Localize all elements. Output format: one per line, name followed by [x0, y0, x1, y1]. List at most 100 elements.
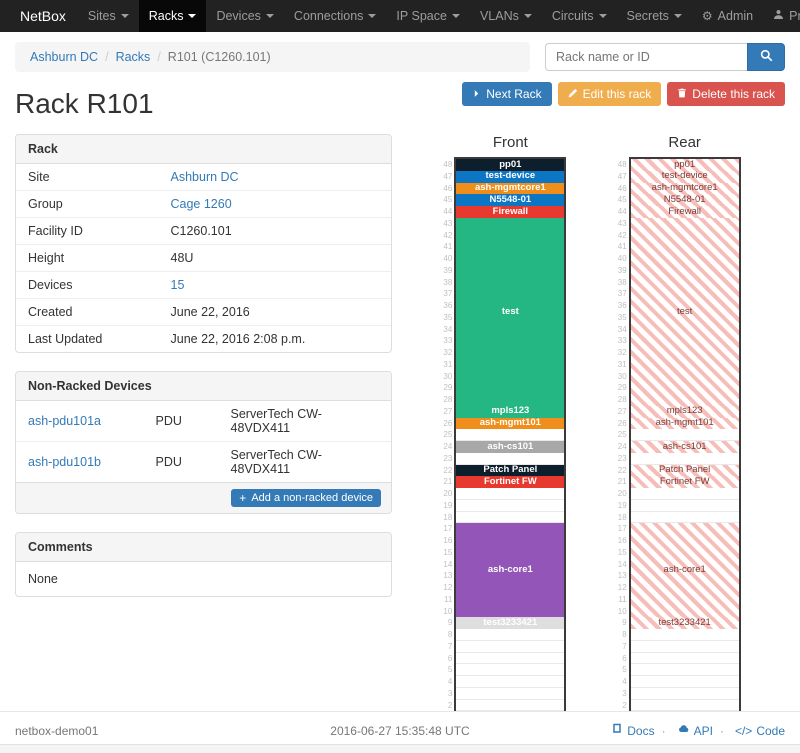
height-value: 48U: [158, 244, 391, 272]
nav-item-connections[interactable]: Connections: [284, 0, 387, 32]
unit-number: 42: [617, 230, 627, 240]
trash-icon: [677, 87, 687, 101]
site-link[interactable]: Ashburn DC: [170, 170, 239, 184]
unit-number: 30: [443, 371, 453, 381]
edit-rack-button[interactable]: Edit this rack: [557, 82, 662, 106]
device-mpls123[interactable]: mpls123: [630, 405, 739, 418]
device-n5548-01[interactable]: N5548-01: [456, 194, 565, 206]
next-rack-button[interactable]: Next Rack: [462, 82, 552, 106]
nav-item-vlans[interactable]: VLANs: [470, 0, 542, 32]
unit-number: 7: [447, 641, 453, 651]
unit-number: 9: [447, 618, 453, 628]
device-test3233421[interactable]: test3233421: [630, 617, 739, 629]
device-ash-mgmt101[interactable]: ash-mgmt101: [456, 417, 565, 430]
horizontal-scrollbar[interactable]: [0, 744, 800, 753]
unit-number: 21: [443, 477, 453, 487]
footer-link-docs[interactable]: Docs: [611, 723, 655, 738]
unit-number: 14: [617, 559, 627, 569]
unit-number: 12: [443, 583, 453, 592]
unit-number: 40: [443, 254, 453, 263]
unit-number: 41: [443, 242, 453, 252]
footer-link-label: API: [693, 723, 713, 738]
chevron-down-icon: [598, 14, 607, 18]
device-link[interactable]: ash-pdu101a: [28, 414, 101, 428]
unit-number: 37: [617, 289, 627, 299]
device-pp01[interactable]: pp01: [630, 159, 739, 171]
unit-number: 33: [617, 336, 627, 346]
unit-number: 17: [617, 524, 627, 534]
device-patch-panel[interactable]: Patch Panel: [456, 464, 565, 477]
device-test[interactable]: test: [630, 217, 739, 406]
rack-unit-19: 19: [443, 500, 565, 512]
nav-item-label: Secrets: [626, 9, 669, 23]
unit-number: 6: [447, 653, 453, 663]
device-ash-cs101[interactable]: ash-cs101: [630, 441, 739, 453]
device-link[interactable]: ash-pdu101b: [28, 455, 101, 469]
device-test3233421[interactable]: test3233421: [456, 617, 565, 629]
unit-number: 39: [443, 265, 453, 275]
page-header: Rack R101 Next Rack Edit this rack Delet…: [15, 82, 785, 120]
plus-icon: +: [239, 491, 247, 505]
device-fortinet-fw[interactable]: Fortinet FW: [630, 476, 739, 488]
nav-item-circuits[interactable]: Circuits: [542, 0, 617, 32]
device-fortinet-fw[interactable]: Fortinet FW: [456, 476, 565, 488]
non-racked-devices-table: ash-pdu101a PDU ServerTech CW-48VDX411 a…: [16, 401, 391, 482]
rack-unit-23: 23: [618, 453, 739, 465]
nav-item-label: Profile: [789, 9, 800, 23]
brand[interactable]: NetBox: [20, 8, 66, 24]
device-mpls123[interactable]: mpls123: [456, 405, 565, 418]
device-ash-core1[interactable]: ash-core1: [456, 523, 565, 618]
search-button[interactable]: [747, 43, 785, 71]
facility-id-value: C1260.101: [158, 217, 391, 245]
rack-unit-5: 5: [622, 664, 739, 676]
unit-number: 29: [617, 383, 627, 393]
nav-item-admin[interactable]: ⚙ Admin: [692, 0, 763, 32]
unit-number: 27: [443, 406, 453, 416]
unit-number: 22: [443, 465, 453, 475]
devices-count-link[interactable]: 15: [170, 278, 185, 292]
breadcrumb-site[interactable]: Ashburn DC: [30, 50, 99, 64]
device-test-device[interactable]: test-device: [456, 170, 565, 183]
nav-item-racks[interactable]: Racks: [138, 0, 207, 32]
chevron-down-icon: [673, 14, 682, 18]
hostname: netbox-demo01: [15, 723, 99, 738]
device-firewall[interactable]: Firewall: [456, 206, 565, 218]
group-link[interactable]: Cage 1260: [170, 197, 232, 211]
device-n5548-01[interactable]: N5548-01: [630, 194, 739, 206]
rack-unit-23: 23: [443, 453, 565, 465]
front-elevation-column: Front 48 47 46 45 44 43 42 41 40 39 38 37 36 35 34 33 32…: [436, 134, 567, 723]
rear-elevation-title: Rear: [668, 134, 701, 151]
nav-item-ip-space[interactable]: IP Space: [386, 0, 470, 32]
device-test[interactable]: test: [456, 217, 565, 406]
add-non-racked-device-button[interactable]: + Add a non-racked device: [231, 489, 381, 507]
unit-number: 33: [443, 336, 453, 346]
nav-item-devices[interactable]: Devices: [206, 0, 283, 32]
device-firewall[interactable]: Firewall: [630, 206, 739, 218]
nav-item-label: Connections: [293, 9, 364, 23]
breadcrumb-row: Ashburn DCRacksR101 (C1260.101): [15, 42, 785, 72]
nav-item-secrets[interactable]: Secrets: [617, 0, 692, 32]
device-ash-mgmtcore1[interactable]: ash-mgmtcore1: [456, 182, 565, 195]
rack-unit-8: 8: [622, 629, 739, 641]
device-ash-mgmtcore1[interactable]: ash-mgmtcore1: [630, 182, 739, 195]
rack-unit-6: 6: [622, 653, 739, 665]
breadcrumb-racks[interactable]: Racks: [98, 50, 150, 64]
device-ash-cs101[interactable]: ash-cs101: [456, 441, 565, 453]
search-input[interactable]: [545, 43, 747, 71]
footer-link-api[interactable]: API: [655, 723, 713, 738]
device-pp01[interactable]: pp01: [456, 159, 565, 171]
device-ash-mgmt101[interactable]: ash-mgmt101: [630, 417, 739, 430]
book-icon: [611, 723, 623, 738]
rack-unit-25: 25: [443, 429, 565, 441]
delete-rack-button[interactable]: Delete this rack: [667, 82, 785, 106]
unit-number: 34: [617, 324, 627, 334]
device-ash-core1[interactable]: ash-core1: [630, 523, 739, 618]
nav-item-sites[interactable]: Sites: [78, 0, 139, 32]
nav-item-profile[interactable]: Profile: [763, 0, 800, 32]
unit-number: 46: [617, 183, 627, 193]
device-test-device[interactable]: test-device: [630, 170, 739, 183]
device-patch-panel[interactable]: Patch Panel: [630, 464, 739, 477]
nav-item-label: Sites: [87, 9, 116, 23]
nav-item-label: Devices: [216, 9, 261, 23]
footer-link-code[interactable]: </>Code: [713, 724, 785, 738]
